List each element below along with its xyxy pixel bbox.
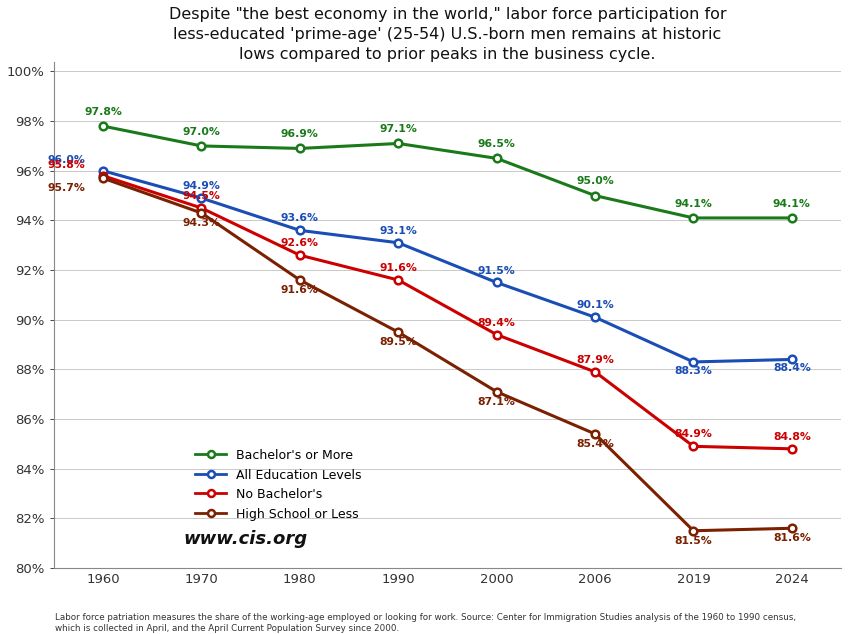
Text: 84.9%: 84.9% (674, 429, 712, 439)
Text: 87.1%: 87.1% (477, 397, 516, 406)
Text: 96.9%: 96.9% (281, 129, 319, 139)
Text: 94.1%: 94.1% (674, 198, 712, 209)
Text: 89.5%: 89.5% (379, 337, 417, 347)
Text: 92.6%: 92.6% (281, 238, 319, 249)
Text: 93.1%: 93.1% (379, 226, 417, 236)
Text: 81.5%: 81.5% (674, 536, 712, 546)
Text: Labor force patriation measures the share of the working-age employed or looking: Labor force patriation measures the shar… (55, 613, 796, 633)
Text: 94.1%: 94.1% (773, 198, 811, 209)
Text: 85.4%: 85.4% (576, 439, 614, 449)
Text: 97.8%: 97.8% (84, 107, 122, 117)
Text: 90.1%: 90.1% (576, 301, 614, 310)
Text: 97.0%: 97.0% (182, 127, 220, 136)
Text: 84.8%: 84.8% (773, 432, 811, 442)
Text: 94.5%: 94.5% (182, 191, 220, 201)
Text: 96.0%: 96.0% (47, 155, 86, 165)
Text: 91.5%: 91.5% (477, 266, 516, 276)
Text: 88.4%: 88.4% (773, 363, 811, 373)
Text: 89.4%: 89.4% (477, 318, 516, 328)
Legend: Bachelor's or More, All Education Levels, No Bachelor's, High School or Less: Bachelor's or More, All Education Levels… (190, 444, 366, 526)
Text: 88.3%: 88.3% (674, 366, 712, 375)
Text: 91.6%: 91.6% (379, 263, 417, 273)
Text: 91.6%: 91.6% (281, 285, 319, 295)
Text: 97.1%: 97.1% (379, 124, 417, 134)
Title: Despite "the best economy in the world," labor force participation for
less-educ: Despite "the best economy in the world,"… (169, 7, 726, 61)
Text: 81.6%: 81.6% (773, 533, 811, 543)
Text: www.cis.org: www.cis.org (184, 530, 308, 548)
Text: 96.5%: 96.5% (477, 139, 516, 149)
Text: 93.6%: 93.6% (281, 214, 319, 223)
Text: 95.7%: 95.7% (47, 183, 86, 193)
Text: 94.9%: 94.9% (182, 181, 220, 191)
Text: 94.3%: 94.3% (182, 218, 220, 228)
Text: 95.8%: 95.8% (47, 160, 86, 169)
Text: 87.9%: 87.9% (576, 355, 614, 365)
Text: 95.0%: 95.0% (576, 176, 614, 186)
